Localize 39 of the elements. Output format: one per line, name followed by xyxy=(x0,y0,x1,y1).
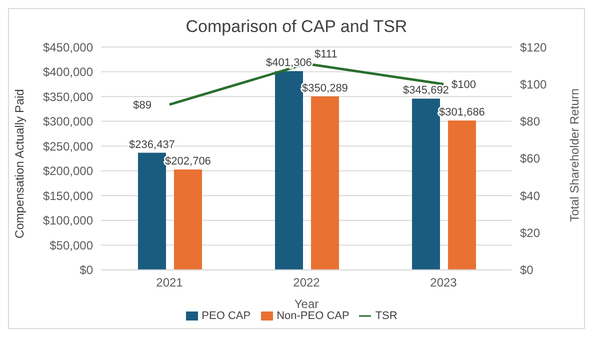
y-tick-label: $250,000 xyxy=(42,139,94,154)
legend-label: TSR xyxy=(375,310,398,322)
chart-title: Comparison of CAP and TSR xyxy=(184,17,408,37)
bar xyxy=(448,120,476,270)
y2-tick-label: $40 xyxy=(520,188,540,203)
bar xyxy=(311,96,339,270)
y2-tick-label: $80 xyxy=(520,114,540,129)
data-label: $345,692 xyxy=(403,84,449,97)
y2-tick-label: $0 xyxy=(520,263,534,278)
bar xyxy=(138,152,166,270)
legend-label: Non-PEO CAP xyxy=(276,310,350,322)
y-tick-label: $100,000 xyxy=(42,214,94,228)
bar xyxy=(412,98,440,270)
data-label: $401,306 xyxy=(266,57,312,70)
x-tick-label: 2023 xyxy=(430,275,458,290)
x-axis-title: Year xyxy=(294,296,319,311)
y-tick-label: $400,000 xyxy=(42,65,94,80)
data-label: $236,437 xyxy=(129,138,175,151)
y-tick-label: $350,000 xyxy=(42,90,94,104)
data-label: $89 xyxy=(133,100,152,112)
legend-label: PEO CAP xyxy=(202,310,251,322)
y-tick-label: $150,000 xyxy=(42,188,94,203)
y-tick-label: $300,000 xyxy=(42,114,94,129)
bar xyxy=(174,169,202,270)
y-axis-title: Compensation Actually Paid xyxy=(12,89,26,238)
data-label: $100 xyxy=(452,79,476,92)
x-tick-label: 2022 xyxy=(293,275,320,290)
x-tick-label: 2021 xyxy=(156,275,184,290)
bar xyxy=(275,71,303,270)
data-label: $111 xyxy=(314,48,338,61)
y-tick-label: $450,000 xyxy=(42,40,94,54)
y2-tick-label: $20 xyxy=(520,226,540,240)
y-tick-label: $50,000 xyxy=(50,238,94,252)
y2-tick-label: $100 xyxy=(520,77,548,92)
y-tick-label: $0 xyxy=(80,263,94,278)
y2-tick-label: $120 xyxy=(520,40,548,54)
y-tick-label: $200,000 xyxy=(42,164,94,178)
y2-axis-title: Total Shareholder Return xyxy=(567,88,582,222)
y2-tick-label: $60 xyxy=(520,152,540,166)
